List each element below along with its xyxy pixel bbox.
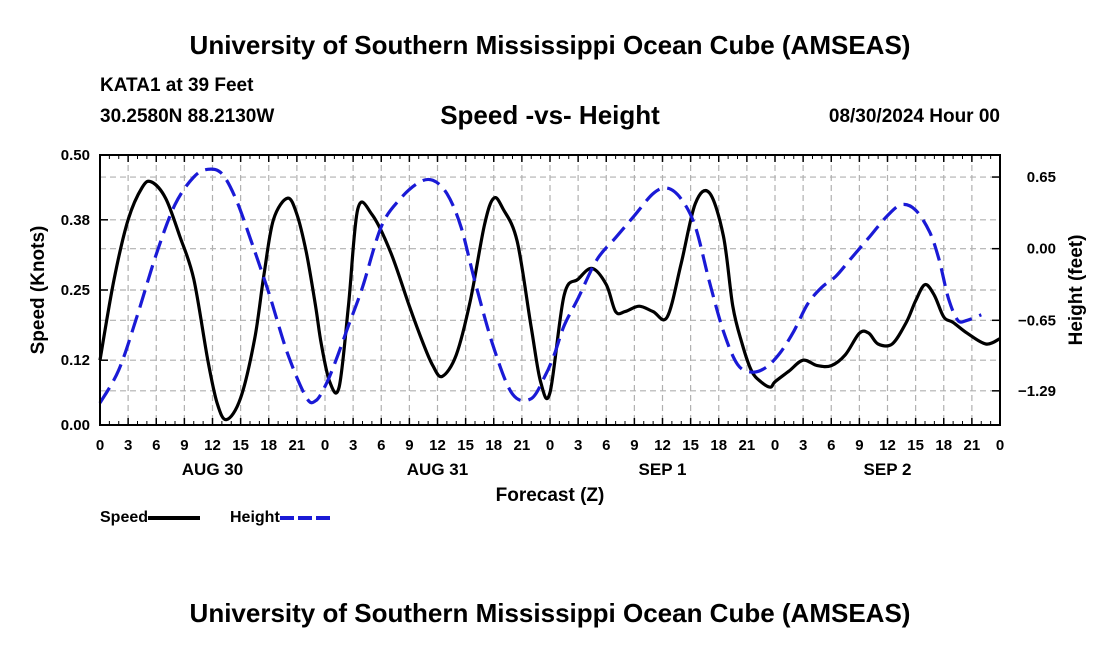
x-tick-label: 21 xyxy=(964,437,981,454)
series-layer xyxy=(98,167,1001,422)
x-tick-label: 6 xyxy=(602,437,610,454)
y2-axis-label: Height (feet) xyxy=(1066,235,1087,346)
series-line-speed xyxy=(98,179,1001,422)
y2-tick-label: 0.00 xyxy=(1027,241,1056,258)
axis-ticks xyxy=(99,154,1001,426)
axis-labels: 0 3 6 9 12 15 18 21 0 3 6 9 12 15 18 21 0 3 6 9 12 15 18 21 0 3 6 9… xyxy=(28,147,1087,506)
y-axis-label: Speed (Knots) xyxy=(28,226,49,355)
forecast-datetime: 08/30/2024 Hour 00 xyxy=(828,106,1000,127)
x-tick-label: 12 xyxy=(429,437,446,454)
legend-speed-label: Speed xyxy=(100,509,149,526)
x-tick-label: 15 xyxy=(457,437,474,454)
y-tick-label: 0.25 xyxy=(61,282,90,299)
legend-speed: Speed xyxy=(100,509,201,527)
x-tick-label: 9 xyxy=(180,437,188,454)
x-tick-label: 0 xyxy=(96,437,104,454)
legend-height-swatch xyxy=(279,516,332,520)
legend-height: Height xyxy=(230,509,332,527)
x-tick-label: 3 xyxy=(124,437,132,454)
x-tick-label: 15 xyxy=(907,437,924,454)
station-coordinates: 30.2580N 88.2130W xyxy=(100,106,275,127)
x-tick-label: 3 xyxy=(349,437,357,454)
station-label: KATA1 at 39 Feet xyxy=(100,75,254,96)
x-tick-label: 15 xyxy=(232,437,249,454)
day-label: AUG 30 xyxy=(182,460,243,479)
x-tick-label: 9 xyxy=(405,437,413,454)
x-tick-label: 0 xyxy=(771,437,779,454)
y-tick-label: 0.12 xyxy=(61,352,90,369)
grid-lines xyxy=(100,155,1000,425)
x-tick-label: 21 xyxy=(739,437,756,454)
x-tick-label: 9 xyxy=(855,437,863,454)
day-label: AUG 31 xyxy=(407,460,468,479)
day-label: SEP 1 xyxy=(639,460,687,479)
legend-height-label: Height xyxy=(230,509,280,526)
x-tick-label: 0 xyxy=(546,437,554,454)
x-tick-label: 6 xyxy=(827,437,835,454)
x-tick-label: 18 xyxy=(260,437,277,454)
x-tick-label: 3 xyxy=(574,437,582,454)
speed-height-chart: 0 3 6 9 12 15 18 21 0 3 6 9 12 15 18 21 0 3 6 9 12 15 18 21 0 3 6 9… xyxy=(28,147,1087,506)
x-tick-label: 18 xyxy=(935,437,952,454)
x-tick-label: 0 xyxy=(321,437,329,454)
x-axis-label: Forecast (Z) xyxy=(496,485,605,506)
x-tick-label: 12 xyxy=(204,437,221,454)
y2-tick-label: −0.65 xyxy=(1018,312,1056,329)
day-label: SEP 2 xyxy=(864,460,912,479)
series-line-height xyxy=(98,167,982,405)
y-tick-label: 0.38 xyxy=(61,212,90,229)
x-tick-label: 0 xyxy=(996,437,1004,454)
legend-speed-swatch xyxy=(148,516,201,520)
x-tick-label: 6 xyxy=(152,437,160,454)
y2-tick-label: 0.65 xyxy=(1027,169,1056,186)
x-tick-label: 6 xyxy=(377,437,385,454)
chart-subtitle: Speed -vs- Height xyxy=(440,100,660,130)
footer-title: University of Southern Mississippi Ocean… xyxy=(189,598,911,628)
x-tick-label: 21 xyxy=(514,437,531,454)
x-tick-label: 12 xyxy=(654,437,671,454)
x-tick-label: 9 xyxy=(630,437,638,454)
chart-title: University of Southern Mississippi Ocean… xyxy=(189,30,911,60)
x-tick-label: 3 xyxy=(799,437,807,454)
y2-tick-label: −1.29 xyxy=(1018,383,1056,400)
y-tick-label: 0.00 xyxy=(61,417,90,434)
y-tick-label: 0.50 xyxy=(61,147,90,164)
x-tick-label: 12 xyxy=(879,437,896,454)
x-tick-label: 15 xyxy=(682,437,699,454)
x-tick-label: 18 xyxy=(485,437,502,454)
x-tick-label: 18 xyxy=(710,437,727,454)
x-tick-label: 21 xyxy=(289,437,306,454)
